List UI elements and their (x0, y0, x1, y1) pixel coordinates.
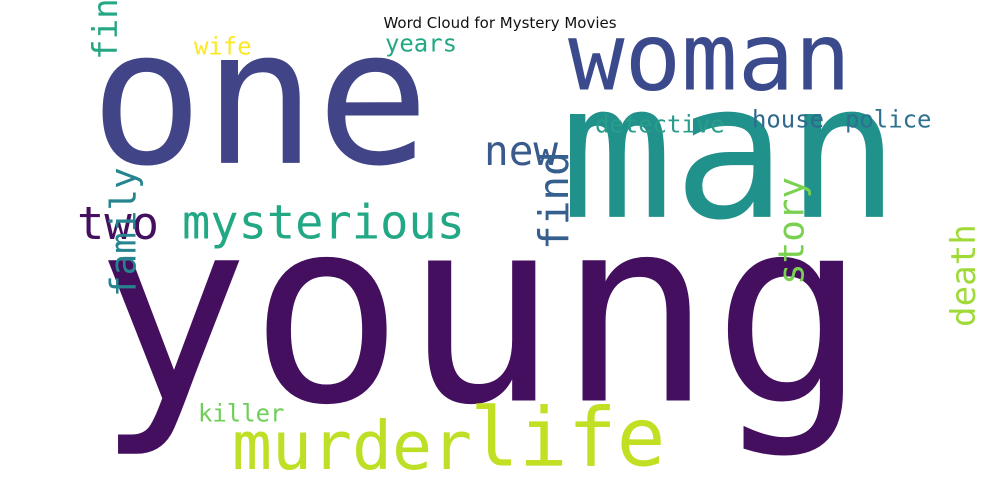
word-young: young (95, 163, 867, 461)
word-two: two (77, 197, 159, 250)
word-killer: killer (198, 399, 284, 427)
word-wife: wife (194, 32, 252, 60)
word-mysterious: mysterious (182, 196, 465, 251)
word-family: family (103, 167, 144, 297)
word-years: years (385, 29, 457, 57)
word-house: house (752, 105, 824, 133)
word-one: one (90, 0, 430, 208)
word-murder: murder (232, 407, 472, 485)
word-story: story (771, 177, 812, 285)
word-new: new (484, 127, 558, 175)
word-detective: detective (595, 110, 725, 138)
word-life: life (470, 392, 666, 486)
word-finds: finds (86, 0, 126, 60)
word-find: find (530, 151, 578, 250)
chart-title: Word Cloud for Mystery Movies (383, 14, 616, 32)
word-police: police (845, 105, 931, 133)
word-death: death (944, 224, 984, 327)
word-man: man (560, 43, 900, 262)
word-woman: woman (568, 3, 851, 112)
